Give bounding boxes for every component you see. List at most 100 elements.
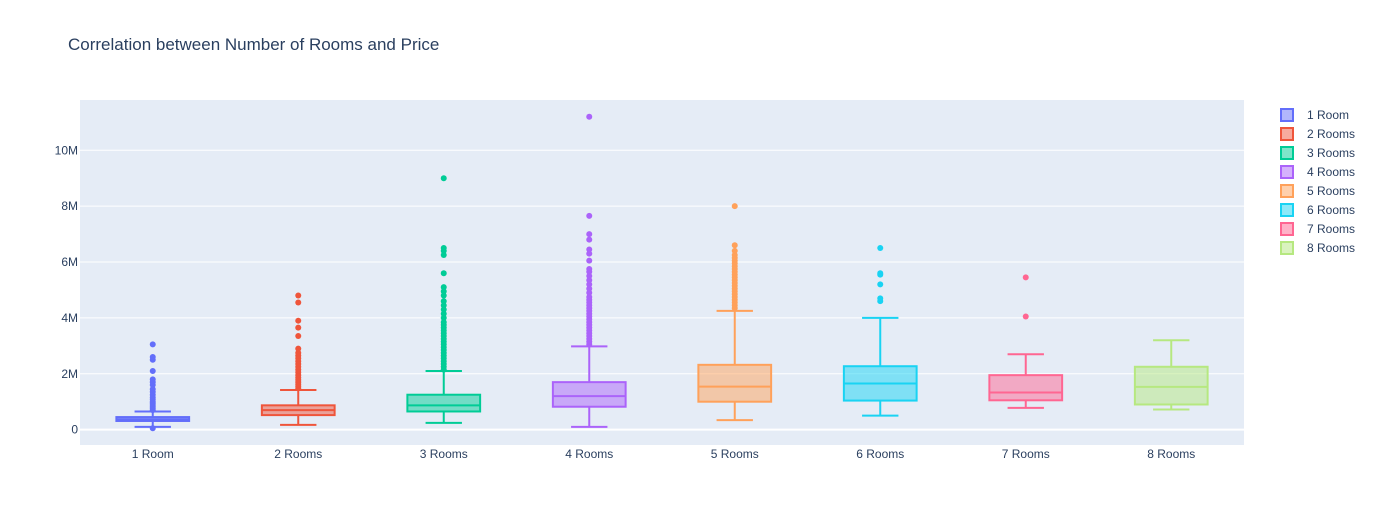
legend-label: 1 Room: [1307, 108, 1349, 122]
outlier-point: [295, 324, 302, 331]
legend[interactable]: 1 Room 2 Rooms 3 Rooms 4 Rooms 5 Rooms 6 Room…: [1280, 108, 1355, 255]
legend-swatch: [1280, 165, 1294, 179]
legend-label: 8 Rooms: [1307, 241, 1355, 255]
outlier-point: [149, 386, 156, 393]
outlier-point: [440, 310, 447, 317]
outlier-point: [295, 333, 302, 340]
legend-item-3[interactable]: 3 Rooms: [1280, 146, 1355, 160]
legend-item-1[interactable]: 1 Room: [1280, 108, 1349, 122]
legend-swatch: [1280, 108, 1294, 122]
y-tick-label: 6M: [61, 255, 78, 269]
outlier-point: [440, 175, 447, 182]
y-axis: 0 2M 4M 6M 8M 10M: [55, 143, 79, 436]
y-tick-label: 10M: [55, 143, 78, 157]
outlier-point: [586, 250, 593, 257]
x-tick-label: 2 Rooms: [274, 447, 322, 461]
outlier-point: [586, 272, 593, 279]
outlier-point: [586, 277, 593, 284]
box-5: [697, 203, 773, 422]
legend-swatch: [1280, 222, 1294, 236]
legend-swatch: [1280, 127, 1294, 141]
legend-item-6[interactable]: 6 Rooms: [1280, 203, 1355, 217]
x-tick-label: 3 Rooms: [420, 447, 468, 461]
x-tick-label: 4 Rooms: [565, 447, 613, 461]
outlier-point: [149, 341, 156, 348]
outlier-point: [440, 245, 447, 252]
outlier-point: [295, 317, 302, 324]
box-2: [260, 292, 336, 426]
outlier-point: [440, 298, 447, 305]
outlier-point: [586, 113, 593, 120]
y-tick-label: 2M: [61, 367, 78, 381]
boxes-layer: [115, 113, 1209, 432]
box-4: [551, 113, 627, 428]
outlier-point: [149, 367, 156, 374]
legend-swatch: [1280, 203, 1294, 217]
box-iqr: [988, 374, 1064, 402]
outlier-point: [1022, 313, 1029, 320]
outlier-point: [877, 245, 884, 252]
box-iqr: [1133, 365, 1209, 406]
outlier-point: [731, 252, 738, 259]
legend-label: 7 Rooms: [1307, 222, 1355, 236]
outlier-point: [586, 285, 593, 292]
outlier-point: [1022, 274, 1029, 281]
outlier-point: [440, 306, 447, 313]
y-tick-label: 4M: [61, 311, 78, 325]
legend-item-5[interactable]: 5 Rooms: [1280, 184, 1355, 198]
outlier-point: [295, 292, 302, 299]
outlier-point: [295, 299, 302, 306]
x-tick-label: 7 Rooms: [1002, 447, 1050, 461]
outlier-point: [295, 349, 302, 356]
outlier-point: [586, 246, 593, 253]
outlier-point: [731, 203, 738, 210]
legend-label: 2 Rooms: [1307, 127, 1355, 141]
box-iqr: [697, 363, 773, 403]
box-7: [988, 274, 1064, 409]
outlier-point: [586, 293, 593, 300]
legend-label: 4 Rooms: [1307, 165, 1355, 179]
outlier-point: [586, 236, 593, 243]
legend-item-4[interactable]: 4 Rooms: [1280, 165, 1355, 179]
outlier-point: [586, 212, 593, 219]
outlier-point: [440, 302, 447, 309]
box-1: [115, 341, 191, 432]
outlier-point: [586, 231, 593, 238]
box-8: [1133, 339, 1209, 411]
y-tick-label: 0: [71, 423, 78, 437]
legend-label: 5 Rooms: [1307, 184, 1355, 198]
legend-label: 6 Rooms: [1307, 203, 1355, 217]
outlier-point: [877, 281, 884, 288]
plot-area: [80, 100, 1244, 445]
x-tick-label: 1 Room: [132, 447, 174, 461]
legend-label: 3 Rooms: [1307, 146, 1355, 160]
y-tick-label: 8M: [61, 199, 78, 213]
outlier-point: [877, 270, 884, 277]
outlier-point: [440, 292, 447, 299]
box-iqr: [406, 393, 482, 413]
outlier-point: [731, 242, 738, 249]
grid-lines: [80, 149, 1244, 431]
box-3: [406, 175, 482, 424]
outlier-point: [440, 270, 447, 277]
outlier-point: [440, 284, 447, 291]
box-6: [842, 245, 918, 417]
legend-swatch: [1280, 146, 1294, 160]
outlier-point: [731, 247, 738, 254]
legend-item-2[interactable]: 2 Rooms: [1280, 127, 1355, 141]
outlier-point: [586, 257, 593, 264]
chart-title: Correlation between Number of Rooms and …: [68, 35, 439, 54]
outlier-point: [586, 266, 593, 273]
x-tick-label: 6 Rooms: [856, 447, 904, 461]
box-iqr: [551, 381, 627, 408]
legend-item-7[interactable]: 7 Rooms: [1280, 222, 1355, 236]
outlier-point: [586, 289, 593, 296]
outlier-point: [149, 354, 156, 361]
legend-item-8[interactable]: 8 Rooms: [1280, 241, 1355, 255]
outlier-point: [149, 376, 156, 383]
outlier-point: [440, 314, 447, 321]
outlier-point: [440, 252, 447, 259]
outlier-point: [586, 281, 593, 288]
outlier-point: [877, 295, 884, 302]
outlier-point: [440, 319, 447, 326]
